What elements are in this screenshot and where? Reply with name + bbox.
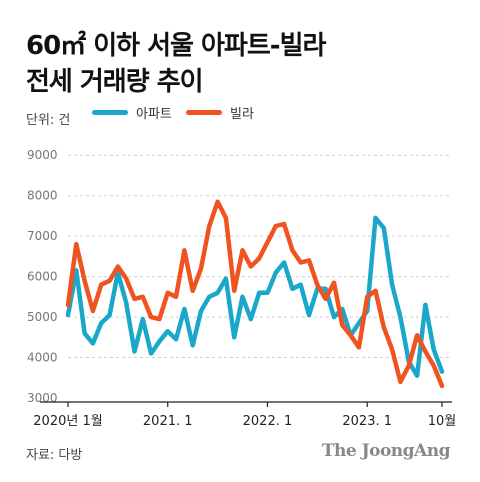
y-tick-label: 8000 xyxy=(27,189,58,203)
source-note: 자료: 다방 xyxy=(26,448,83,463)
x-tick-label: 2020년 1월 xyxy=(33,414,102,429)
y-tick-label: 9000 xyxy=(27,148,58,162)
y-tick-label: 6000 xyxy=(27,270,58,284)
legend-item-villa: 빌라 xyxy=(186,103,254,122)
legend-swatch-villa xyxy=(186,110,222,115)
chart-title-line-2: 전세 거래량 추이 xyxy=(26,67,204,97)
legend-item-apartment: 아파트 xyxy=(92,103,172,122)
y-tick-label: 7000 xyxy=(27,229,58,243)
y-tick-label: 5000 xyxy=(27,310,58,324)
apartment-line xyxy=(65,215,445,378)
x-tick-label: 10월 xyxy=(428,414,457,429)
chart-title: 60㎡ 이하 서울 아파트-빌라 전세 거래량 추이 xyxy=(26,28,466,100)
unit-label: 단위: 건 xyxy=(26,113,71,128)
x-tick-label: 2023. 1 xyxy=(342,414,392,429)
x-tick-label: 2021. 1 xyxy=(143,414,193,429)
villa-line xyxy=(65,199,445,389)
brand-logo: The JoongAng xyxy=(321,441,451,461)
legend-label-apartment: 아파트 xyxy=(136,107,172,122)
y-tick-label: 4000 xyxy=(27,351,58,365)
chart-title-line-1: 60㎡ 이하 서울 아파트-빌라 xyxy=(26,31,326,61)
y-tick-label: 3000 xyxy=(27,391,58,405)
legend-swatch-apartment xyxy=(92,110,128,115)
legend-label-villa: 빌라 xyxy=(230,107,254,122)
x-tick-label: 2022. 1 xyxy=(243,414,293,429)
